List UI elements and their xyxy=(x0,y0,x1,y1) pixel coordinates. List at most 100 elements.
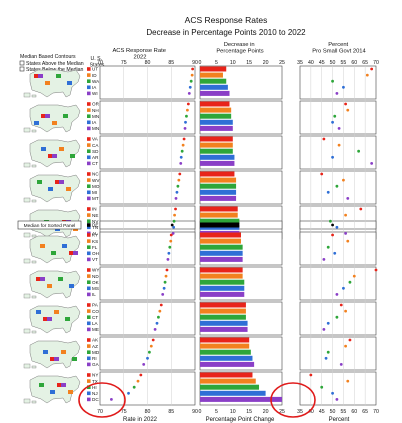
micromap-alaska-3 xyxy=(23,197,31,203)
state-color-swatch-12 xyxy=(87,149,91,153)
micromap-hawaii-3 xyxy=(31,199,37,203)
state-label-46: NY xyxy=(92,373,98,378)
decrease-bar-25 xyxy=(200,222,240,228)
rate-point-15 xyxy=(178,172,182,176)
legend-heading: Median Based Contours xyxy=(20,54,76,60)
rate-point-28 xyxy=(168,245,172,249)
rate-point-2 xyxy=(189,79,193,83)
state-color-swatch-20 xyxy=(87,207,91,211)
state-color-swatch-28 xyxy=(87,245,91,249)
rate-top-tick-label-1: 75 xyxy=(121,60,127,66)
decrease-bar-21 xyxy=(200,212,238,218)
state-label-4: WI xyxy=(92,91,98,96)
rate-bottom-tick-label-1: 75 xyxy=(121,409,127,415)
state-label-1: ID xyxy=(92,73,97,78)
percent-panel-header: Percent Pro Small Govt 2014 xyxy=(312,42,366,55)
micromap-hawaii-2 xyxy=(31,164,37,168)
percent-point-16 xyxy=(342,178,345,182)
state-color-swatch-40 xyxy=(87,327,91,332)
rate-point-37 xyxy=(158,309,162,313)
rate-point-1 xyxy=(190,73,194,77)
micromap-highlight-6-3 xyxy=(69,284,74,288)
micromap-highlight-3-1 xyxy=(66,187,71,191)
micromap-highlight-2-1 xyxy=(59,147,64,151)
rate-point-48 xyxy=(132,385,136,389)
percent-point-28 xyxy=(326,245,330,249)
rate-point-7 xyxy=(185,114,188,118)
decrease-bar-15 xyxy=(200,171,235,177)
state-color-swatch-43 xyxy=(87,350,91,354)
percent-top-tick-label-0: 35 xyxy=(297,60,303,66)
micromap-highlight-1-3 xyxy=(34,121,39,125)
decrease-bar-39 xyxy=(200,320,248,326)
rate-point-12 xyxy=(180,149,184,153)
percent-top-tick-label-7: 70 xyxy=(373,60,379,66)
state-color-swatch-32 xyxy=(87,274,91,278)
percent-point-11 xyxy=(337,143,341,147)
decrease-bar-33 xyxy=(200,279,245,285)
rate-point-11 xyxy=(181,143,185,147)
percent-point-4 xyxy=(335,92,339,95)
micromap-highlight-6-1 xyxy=(47,284,52,288)
percent-point-41 xyxy=(348,338,352,342)
micromap-highlight-1-0 xyxy=(41,114,46,118)
state-color-swatch-23 xyxy=(87,225,91,230)
state-color-swatch-10 xyxy=(87,137,91,141)
micromap-highlight-7-4 xyxy=(47,317,52,321)
state-label-26: KY xyxy=(92,233,98,238)
percent-header-line2: Pro Small Govt 2014 xyxy=(312,49,366,55)
rate-point-40 xyxy=(153,328,157,331)
percent-point-13 xyxy=(331,155,334,159)
chart-subtitle: Decrease in Percentage Points 2010 to 20… xyxy=(146,28,306,37)
percent-panel: 35 35 40 40 45 45 50 50 55 55 60 60 65 65 70 70 xyxy=(297,60,379,415)
state-label-50: DC xyxy=(92,397,99,402)
decrease-bar-42 xyxy=(200,343,250,349)
state-color-swatch-16 xyxy=(87,178,91,182)
state-label-42: AZ xyxy=(92,344,98,349)
state-header-line1: U. S. xyxy=(91,56,103,62)
decrease-bar-41 xyxy=(200,337,250,343)
micromap-alaska-8 xyxy=(23,363,31,369)
percent-point-27 xyxy=(346,239,350,243)
state-label-41: AK xyxy=(92,338,99,343)
decrease-bar-5 xyxy=(200,101,230,107)
percent-point-5 xyxy=(344,102,347,106)
state-label-24: AL xyxy=(92,231,98,236)
micromap-highlight-5-4 xyxy=(73,251,78,255)
percent-bottom-tick-label-7: 70 xyxy=(373,409,379,415)
percent-point-47 xyxy=(346,379,350,383)
decrease-x-axis-title: Percentage Point Change xyxy=(206,417,275,423)
decrease-bar-50 xyxy=(200,396,282,402)
state-color-swatch-14 xyxy=(87,161,91,166)
state-header-line2: States xyxy=(90,63,105,69)
percent-point-29 xyxy=(333,251,337,255)
state-color-swatch-47 xyxy=(87,379,91,383)
percent-point-8 xyxy=(331,120,334,124)
percent-point-24 xyxy=(344,232,347,235)
state-label-23: TN xyxy=(92,225,98,230)
state-color-swatch-3 xyxy=(87,85,91,90)
state-label-34: MS xyxy=(92,286,99,291)
rate-point-34 xyxy=(162,286,166,290)
state-label-49: NJ xyxy=(92,391,98,396)
rate-point-46 xyxy=(139,373,143,377)
percent-point-23 xyxy=(335,225,339,229)
state-label-25: DE xyxy=(92,223,98,228)
percent-point-40 xyxy=(322,328,326,331)
decrease-bottom-tick-label-2: 10 xyxy=(230,409,236,415)
decrease-bar-36 xyxy=(200,302,246,308)
rate-bottom-tick-label-4: 90 xyxy=(192,409,198,415)
state-color-swatch-50 xyxy=(87,397,91,402)
rate-point-29 xyxy=(167,251,171,255)
decrease-top-tick-label-2: 10 xyxy=(230,60,236,66)
rate-x-axis-title: Rate in 2022 xyxy=(123,417,158,423)
legend-below-swatch xyxy=(19,66,25,72)
state-color-swatch-19 xyxy=(87,196,91,201)
decrease-bar-31 xyxy=(200,267,243,273)
state-color-swatch-1 xyxy=(87,73,91,77)
micromap-alaska-0 xyxy=(23,92,31,98)
micromap-highlight-5-0 xyxy=(69,251,74,255)
state-color-swatch-42 xyxy=(87,344,91,348)
micromap-highlight-2-4 xyxy=(52,154,57,158)
